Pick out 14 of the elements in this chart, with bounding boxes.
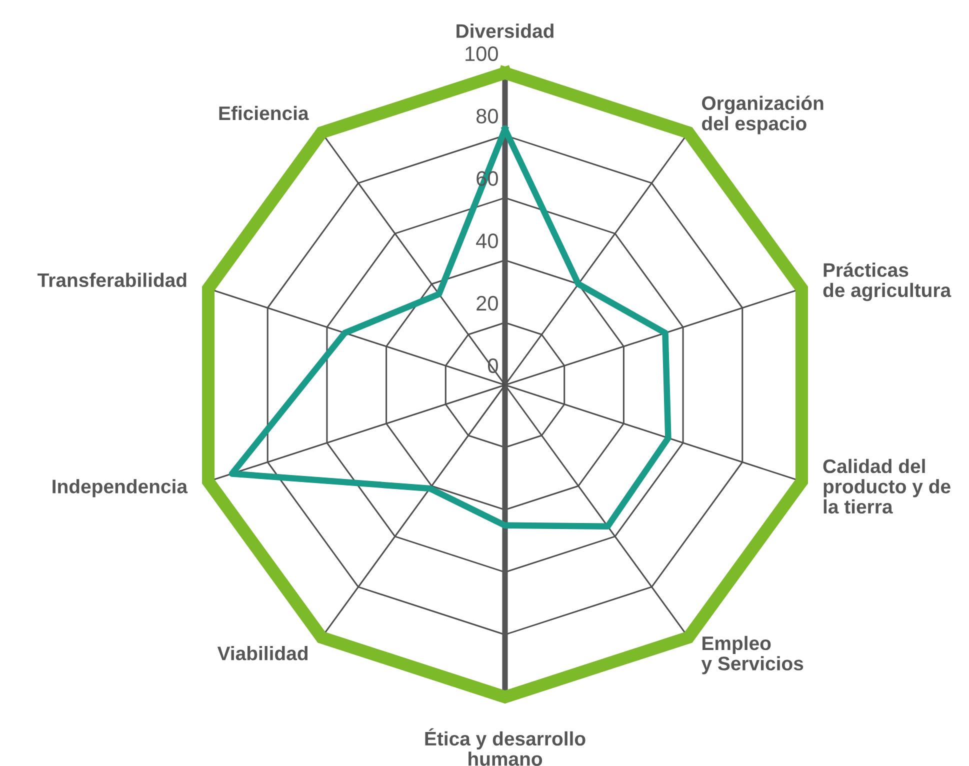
y-tick-label: 20 <box>476 296 498 311</box>
spoke-label: Transferabilidad <box>38 272 186 288</box>
spoke-label: Viabilidad <box>217 646 308 660</box>
spoke-label: Diversidad <box>456 24 554 38</box>
y-tick-label: 40 <box>476 234 498 248</box>
spoke-label: Prácticas de agricultura <box>823 262 952 302</box>
spoke-label: Independencia <box>52 479 188 498</box>
y-tick-label: 100 <box>466 46 498 62</box>
y-tick-label: 80 <box>476 108 498 124</box>
spoke-label: Calidad del producto y de la tierra <box>823 458 950 514</box>
spoke-label: Ética y desarrollo humano <box>425 728 586 766</box>
spoke-label: Eficiencia <box>219 106 309 120</box>
spoke-label: Organización del espacio <box>702 96 824 134</box>
spoke-label: Empleo y Servicios <box>701 636 804 674</box>
